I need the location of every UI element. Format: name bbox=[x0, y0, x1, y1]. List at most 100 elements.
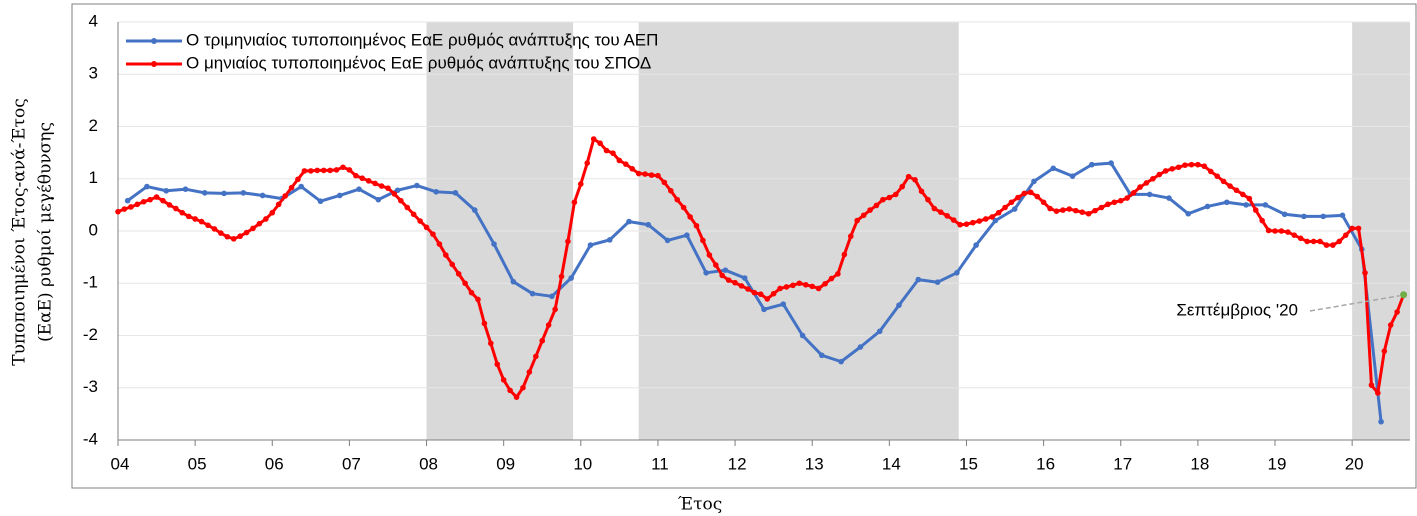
point bbox=[706, 252, 713, 258]
point bbox=[1259, 217, 1265, 224]
point bbox=[783, 284, 790, 290]
x-tick-label: 13 bbox=[805, 454, 824, 473]
point bbox=[876, 328, 883, 335]
x-tick-label: 12 bbox=[728, 454, 747, 473]
point bbox=[1240, 191, 1246, 198]
point bbox=[1342, 232, 1349, 238]
point bbox=[693, 222, 700, 229]
point bbox=[443, 252, 449, 258]
point bbox=[799, 332, 806, 339]
x-tick-label: 04 bbox=[111, 454, 130, 473]
point bbox=[507, 387, 513, 394]
point bbox=[860, 212, 867, 219]
point bbox=[745, 286, 751, 292]
point bbox=[1169, 166, 1175, 172]
point bbox=[819, 352, 825, 359]
point bbox=[700, 237, 706, 244]
y-tick-label: 0 bbox=[89, 220, 98, 239]
point bbox=[449, 261, 456, 268]
point bbox=[1285, 229, 1291, 235]
point bbox=[398, 197, 404, 204]
point bbox=[719, 272, 725, 279]
point bbox=[275, 201, 282, 208]
point bbox=[288, 184, 295, 191]
point bbox=[970, 219, 976, 226]
point bbox=[414, 182, 420, 189]
point bbox=[915, 276, 922, 283]
point bbox=[1185, 210, 1192, 217]
point bbox=[780, 301, 787, 307]
point bbox=[1002, 204, 1008, 211]
point bbox=[1069, 173, 1076, 179]
x-tick-label: 11 bbox=[651, 454, 669, 473]
point bbox=[552, 306, 558, 313]
point bbox=[282, 193, 288, 199]
point bbox=[1265, 227, 1272, 234]
point bbox=[668, 187, 674, 194]
point bbox=[173, 205, 179, 212]
point bbox=[944, 213, 950, 219]
x-axis-title: Έτος bbox=[678, 495, 722, 515]
x-tick-label: 08 bbox=[419, 454, 438, 473]
point bbox=[353, 172, 359, 179]
point bbox=[1050, 165, 1057, 172]
point bbox=[918, 188, 925, 195]
x-tick-label: 10 bbox=[573, 454, 592, 473]
point bbox=[359, 175, 366, 182]
x-tick-label: 20 bbox=[1345, 454, 1364, 473]
point bbox=[1246, 195, 1253, 202]
point bbox=[1150, 175, 1156, 182]
point bbox=[899, 183, 906, 190]
point bbox=[1317, 238, 1323, 245]
point bbox=[1162, 168, 1169, 174]
point bbox=[1320, 213, 1327, 220]
y-tick-label: -4 bbox=[83, 429, 98, 448]
point bbox=[1323, 242, 1330, 248]
point bbox=[905, 173, 912, 180]
point bbox=[475, 296, 481, 303]
point bbox=[1156, 171, 1163, 178]
point bbox=[764, 296, 771, 302]
point bbox=[584, 160, 591, 166]
point bbox=[378, 183, 385, 189]
point bbox=[385, 185, 391, 191]
point bbox=[1220, 178, 1227, 185]
point bbox=[144, 183, 150, 190]
point bbox=[269, 209, 276, 216]
point bbox=[301, 168, 308, 174]
point bbox=[298, 183, 304, 190]
point bbox=[1378, 418, 1384, 425]
point bbox=[635, 170, 642, 177]
point bbox=[629, 166, 636, 172]
point bbox=[568, 275, 574, 281]
point bbox=[1339, 212, 1346, 219]
point bbox=[533, 353, 539, 360]
point bbox=[973, 242, 979, 248]
point bbox=[995, 209, 1002, 216]
point bbox=[394, 187, 401, 194]
point bbox=[912, 176, 918, 183]
point bbox=[166, 202, 173, 208]
point bbox=[790, 282, 796, 289]
point bbox=[333, 167, 340, 173]
point bbox=[1297, 235, 1304, 242]
point bbox=[185, 213, 192, 220]
x-tick-label: 14 bbox=[882, 454, 901, 473]
point bbox=[687, 214, 693, 220]
point bbox=[1362, 270, 1368, 276]
point bbox=[738, 283, 745, 289]
point bbox=[327, 167, 333, 174]
point bbox=[1031, 178, 1037, 185]
point bbox=[256, 220, 263, 227]
point bbox=[243, 229, 250, 236]
point bbox=[250, 225, 256, 232]
point bbox=[757, 291, 764, 298]
point bbox=[777, 285, 783, 292]
point bbox=[529, 290, 536, 297]
point bbox=[603, 147, 610, 154]
point bbox=[365, 178, 372, 184]
point bbox=[1105, 201, 1111, 208]
point bbox=[1021, 190, 1028, 197]
point bbox=[648, 172, 655, 178]
legend-label: Ο μηνιαίος τυποποιημένος ΕαΕ ρυθμός ανάπ… bbox=[186, 53, 651, 72]
